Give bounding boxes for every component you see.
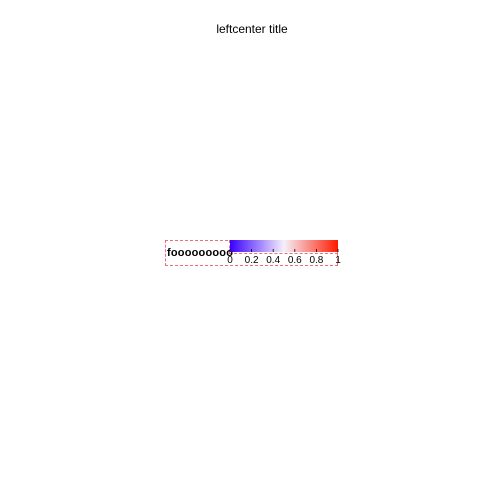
colorbar-tick-label: 0 [227, 255, 233, 266]
colorbar-tick-label: 0.8 [309, 255, 324, 266]
colorbar-tick-label: 0.2 [244, 255, 259, 266]
colorbar-ticks [229, 249, 339, 252]
chart-title: leftcenter title [216, 22, 288, 36]
colorbar-tick-label: 0.4 [266, 255, 281, 266]
colorbar-tick-label: 0.6 [287, 255, 302, 266]
legend-title: fooooooooo [167, 247, 234, 259]
colorbar-gradient [230, 240, 338, 252]
colorbar-tick-label: 1 [335, 255, 341, 266]
colorbar [229, 240, 339, 252]
